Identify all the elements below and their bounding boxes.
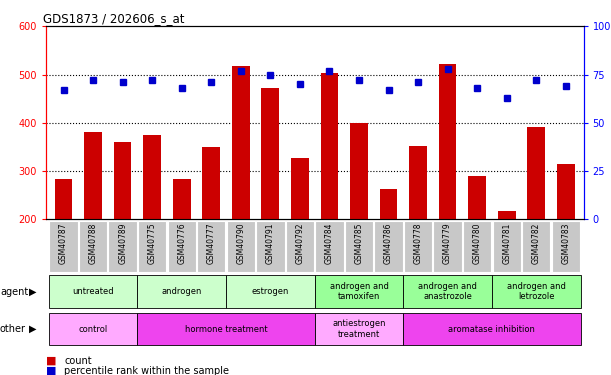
- Bar: [55, 179, 73, 316]
- Text: antiestrogen
treatment: antiestrogen treatment: [332, 320, 386, 339]
- FancyBboxPatch shape: [197, 221, 225, 272]
- Text: hormone treatment: hormone treatment: [185, 324, 268, 334]
- Text: androgen: androgen: [161, 287, 202, 296]
- Text: GSM40787: GSM40787: [59, 223, 68, 264]
- FancyBboxPatch shape: [109, 221, 137, 272]
- Text: count: count: [64, 356, 92, 366]
- Text: GSM40791: GSM40791: [266, 223, 275, 264]
- FancyBboxPatch shape: [49, 221, 78, 272]
- Text: percentile rank within the sample: percentile rank within the sample: [64, 366, 229, 375]
- Text: ■: ■: [46, 366, 56, 375]
- Text: GSM40776: GSM40776: [177, 223, 186, 264]
- Text: androgen and
tamoxifen: androgen and tamoxifen: [329, 282, 389, 301]
- FancyBboxPatch shape: [375, 221, 403, 272]
- Text: GSM40778: GSM40778: [414, 223, 423, 264]
- Bar: [468, 176, 486, 316]
- Bar: [144, 135, 161, 316]
- Bar: [202, 147, 220, 316]
- FancyBboxPatch shape: [552, 221, 580, 272]
- Text: GSM40789: GSM40789: [118, 223, 127, 264]
- Text: ■: ■: [46, 356, 56, 366]
- FancyBboxPatch shape: [345, 221, 373, 272]
- Text: GSM40783: GSM40783: [562, 223, 570, 264]
- FancyBboxPatch shape: [138, 221, 166, 272]
- Text: GSM40784: GSM40784: [325, 223, 334, 264]
- Text: other: other: [0, 324, 26, 334]
- FancyBboxPatch shape: [403, 313, 580, 345]
- Bar: [84, 132, 102, 316]
- FancyBboxPatch shape: [404, 221, 432, 272]
- Text: GSM40781: GSM40781: [502, 223, 511, 264]
- Text: androgen and
letrozole: androgen and letrozole: [507, 282, 566, 301]
- FancyBboxPatch shape: [79, 221, 108, 272]
- Text: GSM40777: GSM40777: [207, 223, 216, 264]
- Text: GSM40786: GSM40786: [384, 223, 393, 264]
- Text: estrogen: estrogen: [252, 287, 289, 296]
- Text: androgen and
anastrozole: androgen and anastrozole: [418, 282, 477, 301]
- FancyBboxPatch shape: [256, 221, 285, 272]
- Text: GSM40792: GSM40792: [295, 223, 304, 264]
- Text: ▶: ▶: [29, 286, 37, 297]
- Bar: [321, 73, 338, 316]
- FancyBboxPatch shape: [137, 313, 315, 345]
- Bar: [557, 164, 574, 316]
- FancyBboxPatch shape: [315, 275, 403, 308]
- FancyBboxPatch shape: [137, 275, 226, 308]
- Text: GSM40788: GSM40788: [89, 223, 98, 264]
- FancyBboxPatch shape: [49, 275, 137, 308]
- Bar: [262, 88, 279, 316]
- FancyBboxPatch shape: [433, 221, 462, 272]
- FancyBboxPatch shape: [492, 275, 580, 308]
- FancyBboxPatch shape: [403, 275, 492, 308]
- Text: GSM40779: GSM40779: [443, 223, 452, 264]
- Text: GSM40790: GSM40790: [236, 223, 245, 264]
- Bar: [498, 211, 516, 316]
- Text: GDS1873 / 202606_s_at: GDS1873 / 202606_s_at: [43, 12, 185, 25]
- Bar: [350, 123, 368, 316]
- FancyBboxPatch shape: [167, 221, 196, 272]
- Text: GSM40775: GSM40775: [148, 223, 156, 264]
- Bar: [379, 189, 397, 316]
- Text: GSM40785: GSM40785: [354, 223, 364, 264]
- Text: agent: agent: [0, 286, 28, 297]
- Text: GSM40782: GSM40782: [532, 223, 541, 264]
- FancyBboxPatch shape: [226, 275, 315, 308]
- Text: aromatase inhibition: aromatase inhibition: [448, 324, 535, 334]
- FancyBboxPatch shape: [522, 221, 551, 272]
- Bar: [439, 64, 456, 316]
- Text: control: control: [78, 324, 108, 334]
- Bar: [114, 142, 131, 316]
- Bar: [409, 146, 427, 316]
- FancyBboxPatch shape: [286, 221, 314, 272]
- Bar: [291, 158, 309, 316]
- Bar: [232, 66, 250, 316]
- Bar: [173, 179, 191, 316]
- Bar: [527, 127, 545, 316]
- Text: GSM40780: GSM40780: [473, 223, 481, 264]
- FancyBboxPatch shape: [49, 313, 137, 345]
- FancyBboxPatch shape: [463, 221, 491, 272]
- FancyBboxPatch shape: [492, 221, 521, 272]
- FancyBboxPatch shape: [315, 313, 403, 345]
- Text: ▶: ▶: [29, 324, 37, 334]
- Text: untreated: untreated: [72, 287, 114, 296]
- FancyBboxPatch shape: [315, 221, 343, 272]
- FancyBboxPatch shape: [227, 221, 255, 272]
